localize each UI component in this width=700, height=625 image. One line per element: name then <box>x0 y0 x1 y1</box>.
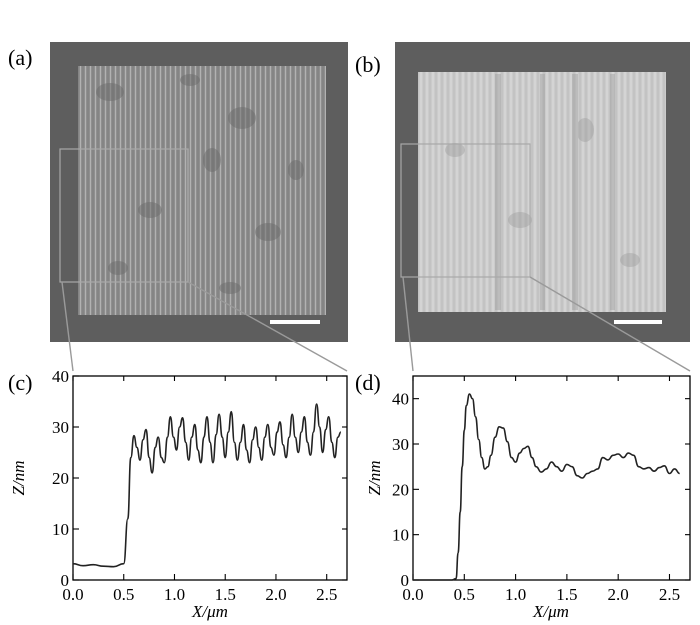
micrograph-a-region-box <box>59 148 189 283</box>
chart-c-y-tick-label: 20 <box>52 469 69 488</box>
chart-c-x-tick-label: 2.5 <box>316 585 337 604</box>
chart-c-x-axis-label: X/μm <box>191 602 228 621</box>
panel-label-c: (c) <box>8 370 32 395</box>
chart-d: (d) 0.0 0.5 1.0 1.5 2.0 2.5 0 10 20 30 40 X/μm Z/n… <box>355 370 691 621</box>
chart-d-x-tick-label: 1.0 <box>505 585 526 604</box>
zoom-line-a-left <box>61 281 74 372</box>
panel-a: (a) <box>8 42 348 342</box>
panel-label-a: (a) <box>8 45 32 70</box>
chart-c-x-tick-label: 1.0 <box>164 585 185 604</box>
chart-c-y-tick-label: 40 <box>52 367 69 386</box>
micrograph-a-sample <box>78 66 326 315</box>
chart-d-ticks <box>412 376 690 581</box>
zoom-line-b-right <box>529 276 691 372</box>
chart-d-x-axis-label: X/μm <box>532 602 569 621</box>
chart-c-x-tick-label: 2.0 <box>265 585 286 604</box>
chart-d-plot-frame <box>412 375 691 581</box>
chart-c-series-line <box>72 403 342 568</box>
panel-b: (b) <box>355 42 690 342</box>
panel-label-b: (b) <box>355 52 381 77</box>
micrograph-b-region-box <box>400 143 531 278</box>
chart-c-tick-labels: 0.0 0.5 1.0 1.5 2.0 2.5 0 10 20 30 40 <box>52 367 337 604</box>
chart-c: (c) 0.0 0.5 1.0 1.5 2.0 2.5 0 10 20 30 40 X/μm Z/n… <box>8 367 348 621</box>
chart-d-x-tick-label: 0.5 <box>454 585 475 604</box>
zoom-connectors <box>61 276 691 372</box>
chart-c-y-tick-label: 0 <box>61 571 70 590</box>
scale-bar-b <box>614 320 662 324</box>
chart-c-x-tick-label: 0.0 <box>62 585 83 604</box>
chart-d-y-tick-label: 30 <box>392 435 409 454</box>
chart-d-series-line <box>413 393 680 581</box>
chart-d-y-tick-label: 40 <box>392 390 409 409</box>
micrograph-b-texture <box>445 74 640 310</box>
chart-c-ticks <box>72 375 347 581</box>
chart-d-tick-labels: 0.0 0.5 1.0 1.5 2.0 2.5 0 10 20 30 40 <box>392 390 680 604</box>
zoom-line-a-right <box>187 281 348 372</box>
chart-c-y-tick-label: 10 <box>52 520 69 539</box>
chart-c-x-tick-label: 1.5 <box>215 585 236 604</box>
chart-d-x-tick-label: 2.0 <box>608 585 629 604</box>
zoom-line-b-left <box>402 276 414 372</box>
chart-d-y-tick-label: 20 <box>392 480 409 499</box>
chart-d-x-tick-label: 2.5 <box>659 585 680 604</box>
micrograph-b-sample <box>418 72 666 312</box>
chart-d-x-tick-label: 1.5 <box>556 585 577 604</box>
chart-c-x-tick-label: 0.5 <box>113 585 134 604</box>
chart-d-y-tick-label: 10 <box>392 526 409 545</box>
chart-d-y-axis-label: Z/nm <box>365 461 384 496</box>
chart-c-y-axis-label: Z/nm <box>9 461 28 496</box>
chart-c-y-tick-label: 30 <box>52 418 69 437</box>
chart-d-y-tick-label: 0 <box>401 571 410 590</box>
micrograph-a-texture <box>96 74 304 294</box>
scale-bar-a <box>270 320 320 324</box>
chart-d-x-tick-label: 0.0 <box>402 585 423 604</box>
chart-c-plot-frame <box>72 375 348 581</box>
panel-label-d: (d) <box>355 370 381 395</box>
